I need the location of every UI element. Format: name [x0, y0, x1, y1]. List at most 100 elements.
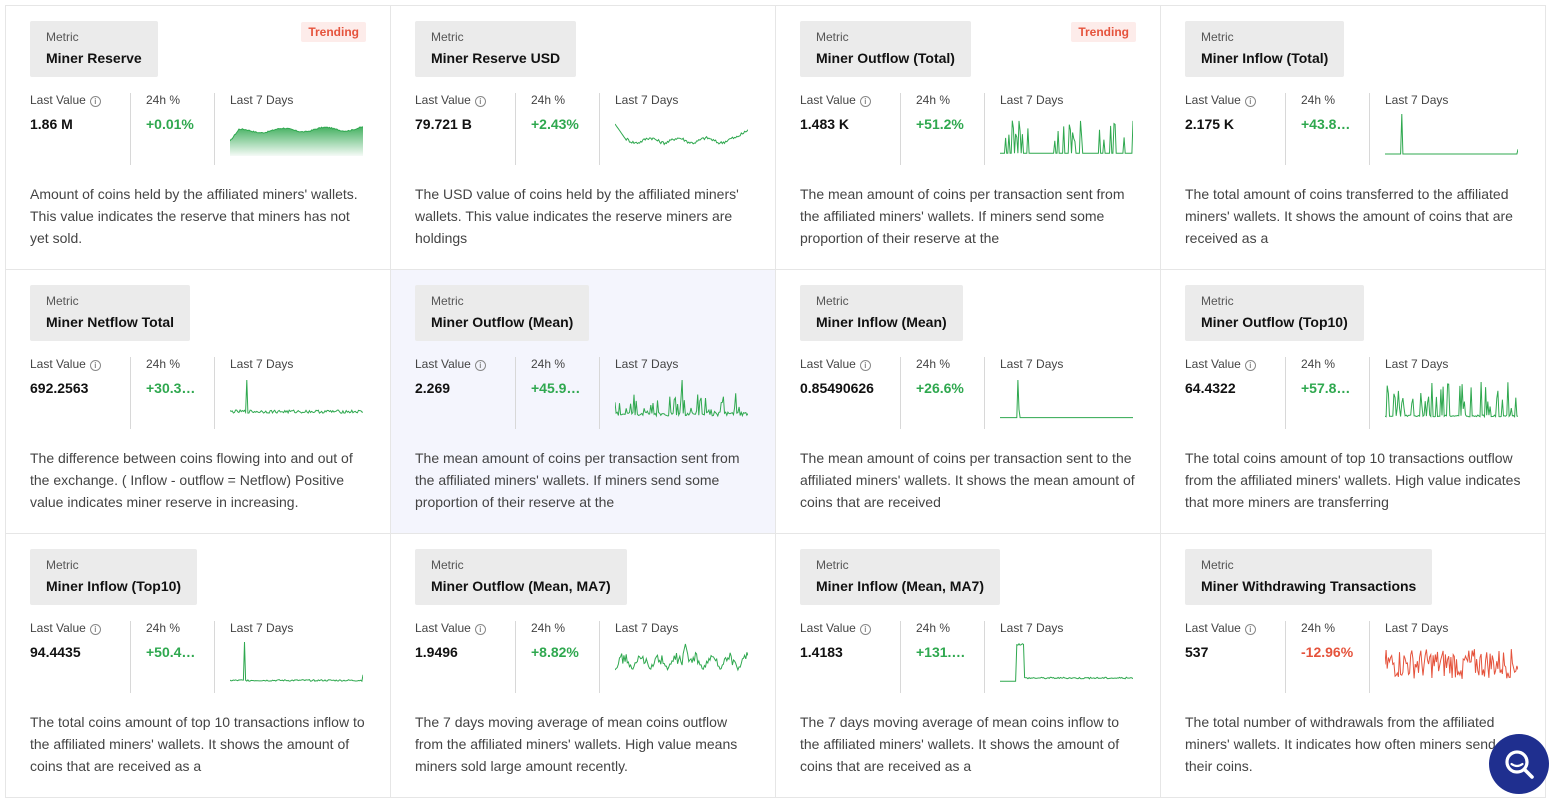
pct-24h-label: 24h % [916, 357, 951, 371]
metric-badge: Metric Miner Outflow (Mean) [415, 285, 590, 341]
pct-24h-block: 24h % +45.9… [516, 357, 600, 429]
sparkline-block: Last 7 Days [1370, 357, 1521, 429]
metric-card-5[interactable]: Metric Miner Outflow (Mean) Last Value i … [391, 270, 776, 534]
trending-badge: Trending [301, 22, 366, 42]
metric-category-label: Metric [431, 294, 464, 308]
pct-24h-label: 24h % [146, 621, 181, 635]
last-value-label: Last Value [30, 621, 86, 635]
sparkline-chart [615, 379, 748, 418]
metric-stats: Last Value i 2.269 24h % +45.9… Last 7 Da… [415, 357, 751, 429]
last-7-days-label: Last 7 Days [1000, 93, 1064, 107]
metric-badge: Metric Miner Outflow (Top10) [1185, 285, 1364, 341]
pct-24h-value: +8.82% [531, 644, 579, 660]
last-value-block: Last Value i 537 [1185, 621, 1286, 693]
info-icon[interactable]: i [474, 96, 486, 107]
metric-card-11[interactable]: Metric Miner Withdrawing Transactions La… [1161, 534, 1546, 798]
last-value-block: Last Value i 94.4435 [30, 621, 131, 693]
last-value-label: Last Value [415, 357, 471, 371]
metric-stats: Last Value i 1.9496 24h % +8.82% Last 7 D… [415, 621, 751, 693]
metric-category-label: Metric [1201, 30, 1234, 44]
metric-title: Miner Outflow (Total) [816, 50, 955, 66]
metric-description: The total coins amount of top 10 transac… [30, 714, 365, 774]
metric-stats: Last Value i 94.4435 24h % +50.4… Last 7 … [30, 621, 366, 693]
metric-category-label: Metric [816, 294, 849, 308]
info-icon[interactable]: i [859, 360, 871, 371]
sparkline-chart [230, 126, 363, 156]
metric-card-2[interactable]: Metric Miner Outflow (Total) Trending La… [776, 6, 1161, 270]
info-icon[interactable]: i [1244, 624, 1256, 635]
metric-card-0[interactable]: Metric Miner Reserve Trending Last Value… [6, 6, 391, 270]
metric-description: The mean amount of coins per transaction… [800, 186, 1125, 246]
last-value: 1.483 K [800, 116, 850, 132]
metric-stats: Last Value i 1.86 M 24h % +0.01% Last 7 D… [30, 93, 366, 165]
metric-category-label: Metric [816, 558, 849, 572]
search-icon [1505, 750, 1534, 779]
metric-card-7[interactable]: Metric Miner Outflow (Top10) Last Value i… [1161, 270, 1546, 534]
metric-badge: Metric Miner Withdrawing Transactions [1185, 549, 1433, 605]
sparkline-block: Last 7 Days [985, 621, 1136, 693]
metric-card-9[interactable]: Metric Miner Outflow (Mean, MA7) Last Va… [391, 534, 776, 798]
info-icon[interactable]: i [89, 96, 101, 107]
last-value-label: Last Value [415, 93, 471, 107]
info-icon[interactable]: i [474, 624, 486, 635]
metric-category-label: Metric [46, 558, 79, 572]
pct-24h-value: +131.… [916, 644, 966, 660]
sparkline-line [1385, 649, 1518, 679]
metric-card-6[interactable]: Metric Miner Inflow (Mean) Last Value i 0… [776, 270, 1161, 534]
info-icon[interactable]: i [474, 360, 486, 371]
last-value: 2.175 K [1185, 116, 1235, 132]
last-7-days-label: Last 7 Days [615, 93, 679, 107]
pct-24h-label: 24h % [1301, 621, 1336, 635]
sparkline-block: Last 7 Days [1370, 621, 1521, 693]
metric-description: The total coins amount of top 10 transac… [1185, 450, 1521, 510]
last-value-block: Last Value i 0.85490626 [800, 357, 901, 429]
last-value-block: Last Value i 2.269 [415, 357, 516, 429]
info-icon[interactable]: i [1244, 360, 1256, 371]
metric-stats: Last Value i 537 24h % -12.96% Last 7 Day… [1185, 621, 1521, 693]
pct-24h-label: 24h % [1301, 93, 1336, 107]
metric-description: Amount of coins held by the affiliated m… [30, 186, 358, 246]
pct-24h-label: 24h % [146, 93, 181, 107]
metric-description: The total amount of coins transferred to… [1185, 186, 1513, 246]
metric-title: Miner Outflow (Mean, MA7) [431, 578, 611, 594]
sparkline-line [615, 643, 748, 672]
sparkline-chart [1385, 381, 1518, 419]
search-button[interactable] [1489, 734, 1549, 794]
metric-title: Miner Inflow (Top10) [46, 578, 182, 594]
sparkline-line [230, 379, 363, 415]
sparkline-block: Last 7 Days [1370, 93, 1521, 165]
info-icon[interactable]: i [89, 624, 101, 635]
sparkline-area [230, 126, 363, 156]
sparkline-line [1000, 120, 1133, 154]
last-value: 64.4322 [1185, 380, 1236, 396]
sparkline-chart [1000, 379, 1133, 419]
last-value-block: Last Value i 1.4183 [800, 621, 901, 693]
last-value-label: Last Value [1185, 93, 1241, 107]
metric-card-1[interactable]: Metric Miner Reserve USD Last Value i 79.… [391, 6, 776, 270]
pct-24h-label: 24h % [916, 93, 951, 107]
pct-24h-value: +45.9… [531, 380, 581, 396]
info-icon[interactable]: i [89, 360, 101, 371]
last-7-days-label: Last 7 Days [230, 357, 294, 371]
metric-card-3[interactable]: Metric Miner Inflow (Total) Last Value i … [1161, 6, 1546, 270]
info-icon[interactable]: i [1244, 96, 1256, 107]
last-value-block: Last Value i 1.9496 [415, 621, 516, 693]
last-value-block: Last Value i 1.483 K [800, 93, 901, 165]
sparkline-chart [230, 641, 363, 683]
pct-24h-block: 24h % +30.3… [131, 357, 215, 429]
last-value-label: Last Value [800, 93, 856, 107]
metric-badge: Metric Miner Inflow (Mean) [800, 285, 963, 341]
info-icon[interactable]: i [859, 96, 871, 107]
last-value: 2.269 [415, 380, 451, 396]
info-icon[interactable]: i [859, 624, 871, 635]
metric-card-4[interactable]: Metric Miner Netflow Total Last Value i 6… [6, 270, 391, 534]
last-7-days-label: Last 7 Days [1385, 621, 1449, 635]
metric-title: Miner Inflow (Mean, MA7) [816, 578, 984, 594]
sparkline-chart [1000, 120, 1133, 154]
sparkline-block: Last 7 Days [215, 357, 366, 429]
last-value: 692.2563 [30, 380, 89, 396]
metric-card-10[interactable]: Metric Miner Inflow (Mean, MA7) Last Val… [776, 534, 1161, 798]
last-value-block: Last Value i 692.2563 [30, 357, 131, 429]
metric-card-8[interactable]: Metric Miner Inflow (Top10) Last Value i … [6, 534, 391, 798]
metric-description: The 7 days moving average of mean coins … [800, 714, 1120, 774]
